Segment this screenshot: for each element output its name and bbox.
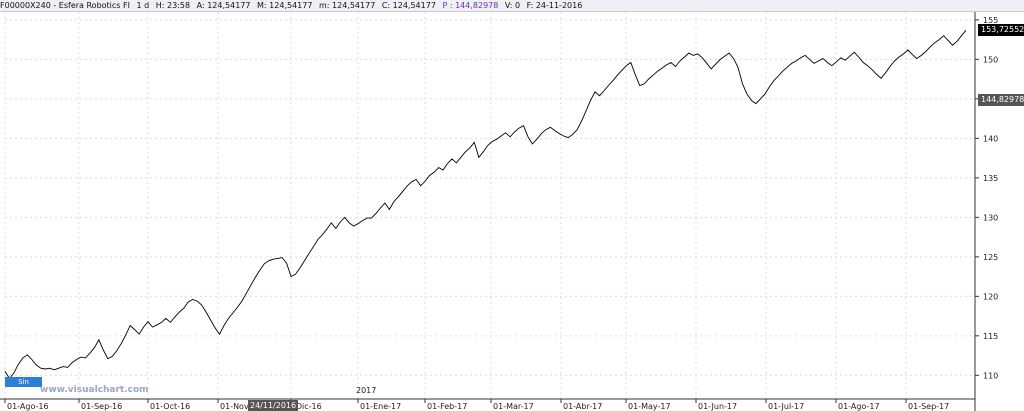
cursor-price-badge: 144,82978: [978, 94, 1024, 107]
price-series-line: [4, 29, 967, 380]
x-tick-label: 01-Sep-17: [908, 402, 949, 411]
y-tick-label: 135: [983, 174, 998, 183]
y-tick-label: 155: [983, 16, 998, 25]
x-tick-label: 01-Sep-16: [81, 402, 122, 411]
x-tick-label: 01-Jul-17: [768, 402, 804, 411]
hour-value: H: 23:58: [155, 1, 191, 10]
last-price-badge: 153,72552: [978, 24, 1024, 37]
x-tick-label: 01-Nov-: [220, 402, 251, 411]
x-tick-label: 01-Jun-17: [698, 402, 737, 411]
x-tick-label: 01-Ago-17: [838, 402, 880, 411]
cursor-date-label: 24/11/2016: [248, 400, 299, 411]
interval-value: 1 d: [136, 1, 150, 10]
y-tick-label: 150: [983, 55, 998, 64]
y-tick-label: 140: [983, 134, 998, 143]
x-tick-label: 01-Mar-17: [493, 402, 534, 411]
price-chart[interactable]: 11011512012513013514014515015501-Ago-160…: [0, 12, 1024, 411]
orders-badge[interactable]: Sin órdenes: [5, 377, 42, 396]
date-value: F: 24-11-2016: [526, 1, 583, 10]
x-tick-label: -Dic-16: [293, 402, 322, 411]
y-tick-label: 125: [983, 253, 998, 262]
x-tick-label: 01-May-17: [628, 402, 671, 411]
watermark-text: www.visualchart.com: [40, 385, 149, 395]
symbol-name: F00000X240 - Esfera Robotics FI: [0, 1, 130, 10]
x-tick-label: 01-Feb-17: [427, 402, 467, 411]
chart-area[interactable]: 11011512012513013514014515015501-Ago-160…: [0, 12, 1024, 411]
y-tick-label: 110: [983, 371, 998, 380]
low-value: m: 124,54177: [318, 1, 376, 10]
year-marker: 2017: [356, 386, 377, 395]
x-tick-label: 01-Ene-17: [360, 402, 401, 411]
price-value: P : 144,82978: [442, 1, 499, 10]
x-tick-label: 01-Oct-16: [150, 402, 190, 411]
y-tick-label: 120: [983, 292, 998, 301]
high-value: M: 124,54177: [257, 1, 313, 10]
volume-value: V: 0: [504, 1, 521, 10]
x-tick-label: 01-Ago-16: [7, 402, 49, 411]
symbol-header: F00000X240 - Esfera Robotics FI 1 d H: 2…: [0, 0, 1024, 12]
y-tick-label: 115: [983, 332, 998, 341]
y-tick-label: 130: [983, 213, 998, 222]
x-tick-label: 01-Abr-17: [563, 402, 602, 411]
open-value: A: 124,54177: [196, 1, 251, 10]
close-value: C: 124,54177: [381, 1, 436, 10]
